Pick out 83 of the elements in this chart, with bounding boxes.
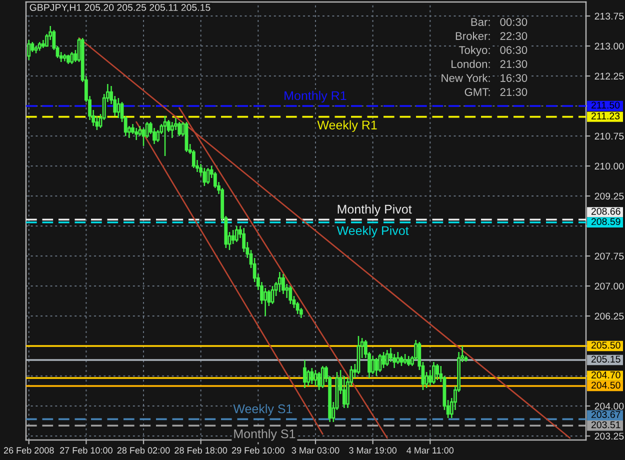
annotation: 21:30 (500, 60, 528, 68)
candlestick (403, 353, 407, 365)
candlestick (34, 45, 38, 54)
y-tick-label: 210.00 (594, 162, 624, 170)
candlestick (278, 271, 282, 293)
annotation: 21:30 (500, 88, 528, 96)
text: 211.50 (591, 102, 620, 109)
annotation: 06:30 (500, 46, 528, 54)
candlestick (320, 365, 324, 389)
y-tick-label: 210.75 (594, 132, 624, 140)
x-tick-label: 28 Feb 18:00 (174, 446, 228, 454)
candlestick (178, 121, 182, 137)
annotation: New York: (442, 74, 490, 82)
y-tick-label: 207.00 (594, 282, 624, 290)
candlestick (303, 359, 306, 389)
text: 204.70 (591, 372, 620, 378)
candlestick (374, 357, 378, 377)
y-tick-label: 212.25 (594, 72, 624, 80)
candlestick (432, 361, 436, 385)
annotation: Broker: (456, 32, 490, 40)
ref-line-label: Monthly Pivot (338, 204, 412, 216)
chart-title: GBPJPY,H1 205.20 205.25 205.11 205.15 (30, 4, 210, 12)
ref-line-label: Monthly R1 (284, 90, 346, 103)
candlestick (234, 225, 238, 243)
candlestick (184, 121, 188, 153)
candlestick (62, 53, 66, 62)
y-tick-label: 204.00 (594, 402, 624, 410)
candlestick (371, 355, 375, 375)
ref-line-label: Monthly S1 (234, 429, 296, 441)
candlestick (270, 285, 274, 305)
x-tick-label: 3 Mar 03:00 (292, 447, 340, 454)
text: 203.51 (591, 421, 620, 428)
annotation: Bar: (471, 18, 490, 26)
candlestick (206, 167, 210, 185)
x-tick-label: 28 Feb 02:00 (117, 446, 170, 454)
text: 204.50 (591, 382, 620, 389)
candlestick (170, 121, 174, 139)
candlestick (288, 285, 292, 305)
y-tick-label: 207.75 (594, 252, 624, 260)
y-tick-label: 213.00 (594, 42, 624, 50)
candlestick (202, 167, 206, 187)
text: 208.59 (591, 218, 620, 226)
candlestick (163, 115, 167, 157)
candlestick (282, 273, 285, 295)
candlestick (116, 97, 120, 119)
candlestick (406, 355, 410, 367)
candlestick (310, 367, 314, 385)
candlestick (436, 363, 440, 381)
candlestick (66, 54, 70, 65)
ref-line-label: Weekly R1 (317, 120, 377, 132)
annotation: 22:30 (500, 32, 528, 40)
annotation: GMT: (464, 88, 490, 96)
candlestick (356, 335, 360, 375)
ref-line-label: Weekly S1 (233, 404, 292, 416)
candlestick (314, 369, 318, 387)
y-tick-label: 209.25 (594, 192, 624, 200)
candlestick (385, 349, 389, 367)
candlestick (38, 41, 42, 52)
candlestick (382, 351, 386, 369)
text: 205.15 (591, 356, 620, 363)
candlestick (27, 39, 31, 61)
text: 203.67 (591, 411, 620, 418)
text: 211.23 (591, 112, 620, 120)
text: 205.50 (591, 342, 620, 349)
candlestick (134, 127, 138, 141)
x-tick-label: 26 Feb 2008 (4, 446, 54, 454)
candlestick (70, 51, 74, 65)
y-tick-label: 203.25 (594, 432, 624, 440)
text: 208.66 (591, 208, 620, 215)
x-tick-label: 27 Feb 10:00 (60, 446, 112, 454)
y-tick-label: 206.25 (594, 312, 624, 320)
annotation: 00:30 (500, 18, 528, 26)
annotation: 16:30 (500, 74, 528, 82)
x-tick-label: 29 Feb 10:00 (232, 446, 284, 454)
candlestick (396, 351, 400, 365)
y-tick-label: 213.75 (594, 12, 624, 20)
ref-line-label: Weekly Pivot (336, 226, 409, 238)
x-tick-label: 4 Mar 11:00 (406, 447, 454, 454)
candlestick (378, 353, 382, 373)
candlestick (400, 355, 404, 367)
annotation: Tokyo: (458, 46, 490, 56)
annotation: London: (452, 60, 490, 68)
x-tick-label: 3 Mar 19:00 (349, 447, 397, 454)
